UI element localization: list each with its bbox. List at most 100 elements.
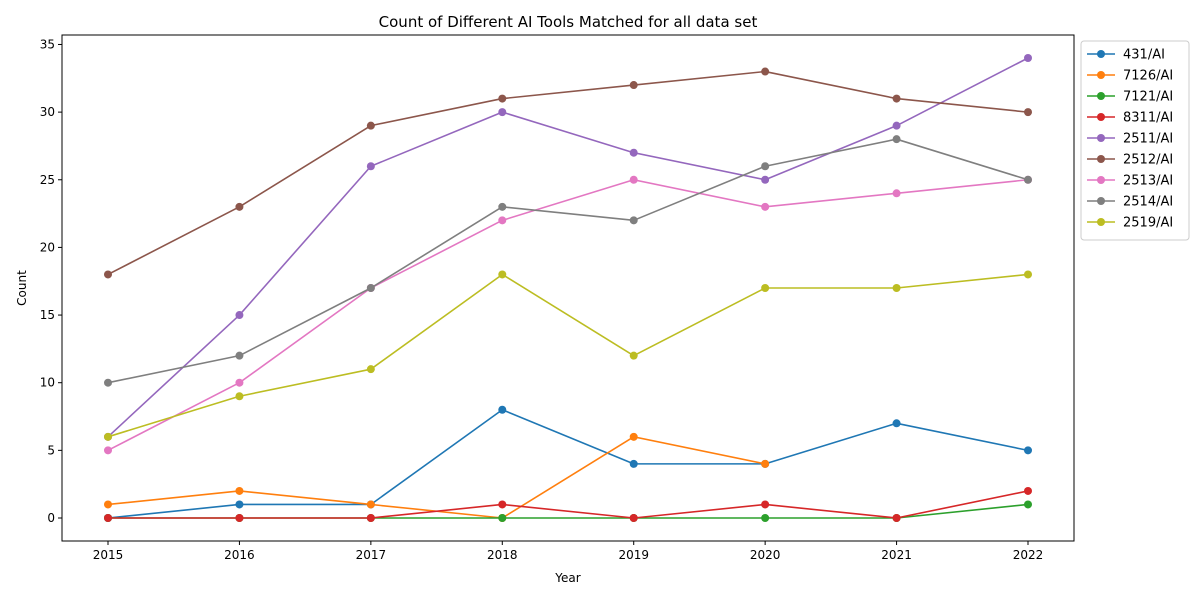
y-tick-label: 5 <box>47 443 55 457</box>
x-tick-label: 2018 <box>487 548 518 562</box>
legend-label: 2511/AI <box>1123 132 1173 147</box>
legend-marker <box>1097 92 1105 100</box>
data-point <box>1024 175 1032 184</box>
data-point <box>629 351 638 360</box>
legend-marker <box>1097 113 1105 121</box>
series-2514-ai <box>104 135 1032 387</box>
legend-label: 7121/AI <box>1123 90 1173 105</box>
data-point <box>761 175 770 184</box>
legend-marker <box>1097 71 1105 79</box>
data-point <box>366 162 375 171</box>
data-point <box>761 500 770 509</box>
series-line <box>107 70 1029 276</box>
data-point <box>892 94 901 103</box>
data-point <box>235 486 244 495</box>
data-point <box>761 67 770 76</box>
legend-marker <box>1097 197 1105 205</box>
y-tick-label: 0 <box>47 511 55 525</box>
data-point <box>629 175 638 184</box>
y-axis-label: Count <box>15 270 29 306</box>
data-point <box>1024 270 1032 279</box>
legend-marker <box>1097 176 1105 184</box>
data-point <box>104 432 112 441</box>
x-tick-label: 2016 <box>224 548 255 562</box>
data-point <box>1024 446 1032 455</box>
data-point <box>366 514 375 522</box>
data-point <box>629 148 638 157</box>
data-point <box>235 392 244 401</box>
x-tick-label: 2022 <box>1013 548 1044 562</box>
x-axis-label: Year <box>554 571 580 585</box>
data-point <box>104 500 112 509</box>
x-tick-label: 2020 <box>750 548 781 562</box>
data-point <box>629 81 638 90</box>
data-point <box>1024 54 1032 62</box>
plot-frame <box>61 34 1075 542</box>
data-point <box>235 351 244 360</box>
data-point <box>235 378 244 387</box>
legend-label: 2512/AI <box>1123 153 1173 168</box>
data-point <box>104 378 112 387</box>
data-point <box>235 514 244 522</box>
legend-label: 2514/AI <box>1123 195 1173 210</box>
data-point <box>498 500 507 509</box>
legend-label: 431/AI <box>1123 48 1165 63</box>
data-point <box>892 284 901 292</box>
series-line <box>108 490 1029 519</box>
legend-label: 2513/AI <box>1123 174 1173 189</box>
legend-label: 2519/AI <box>1123 216 1173 231</box>
y-tick-label: 30 <box>40 105 55 119</box>
x-tick-label: 2019 <box>618 548 649 562</box>
data-point <box>629 216 638 225</box>
data-point <box>104 446 112 455</box>
data-point <box>366 365 375 374</box>
data-point <box>761 202 770 211</box>
data-point <box>1024 108 1032 117</box>
y-tick-label: 20 <box>40 240 55 254</box>
data-point <box>629 432 638 441</box>
series-2511-ai <box>104 54 1032 441</box>
legend-box <box>1080 40 1190 241</box>
data-point <box>366 500 375 509</box>
series-8311-ai <box>104 486 1032 522</box>
data-point <box>498 202 507 211</box>
legend: 431/AI 7126/AI 7121/AI 8311/AI 2511/AI 2512/A… <box>1080 40 1190 241</box>
data-point <box>892 189 901 198</box>
data-point <box>498 94 507 103</box>
data-point <box>235 500 244 509</box>
chart-title: Count of Different AI Tools Matched for … <box>379 13 758 31</box>
data-point <box>498 108 507 117</box>
y-tick-label: 15 <box>40 308 55 322</box>
x-tick-label: 2021 <box>881 548 912 562</box>
data-point <box>498 405 507 414</box>
series-2512-ai <box>104 67 1032 279</box>
y-tick-label: 35 <box>40 37 55 51</box>
data-point <box>629 459 638 468</box>
data-point <box>761 162 770 171</box>
series-line <box>107 273 1029 438</box>
series-2519-ai <box>104 270 1032 441</box>
data-point <box>498 270 507 279</box>
data-point <box>1024 500 1032 509</box>
legend-label: 8311/AI <box>1123 111 1173 126</box>
x-tick-label: 2015 <box>93 548 124 562</box>
legend-marker <box>1097 134 1105 142</box>
data-point <box>498 216 507 225</box>
data-point <box>235 311 244 320</box>
data-point <box>1024 486 1032 495</box>
data-point <box>104 514 112 522</box>
y-tick-label: 25 <box>40 173 55 187</box>
legend-marker <box>1097 155 1105 163</box>
legend-marker <box>1097 50 1105 58</box>
series-line <box>107 436 766 519</box>
data-point <box>498 514 507 522</box>
data-point <box>629 514 638 522</box>
y-tick-label: 10 <box>40 376 55 390</box>
data-point <box>892 419 901 428</box>
data-point <box>892 135 901 144</box>
data-point <box>761 284 770 292</box>
data-point <box>761 514 770 522</box>
data-point <box>366 284 375 292</box>
